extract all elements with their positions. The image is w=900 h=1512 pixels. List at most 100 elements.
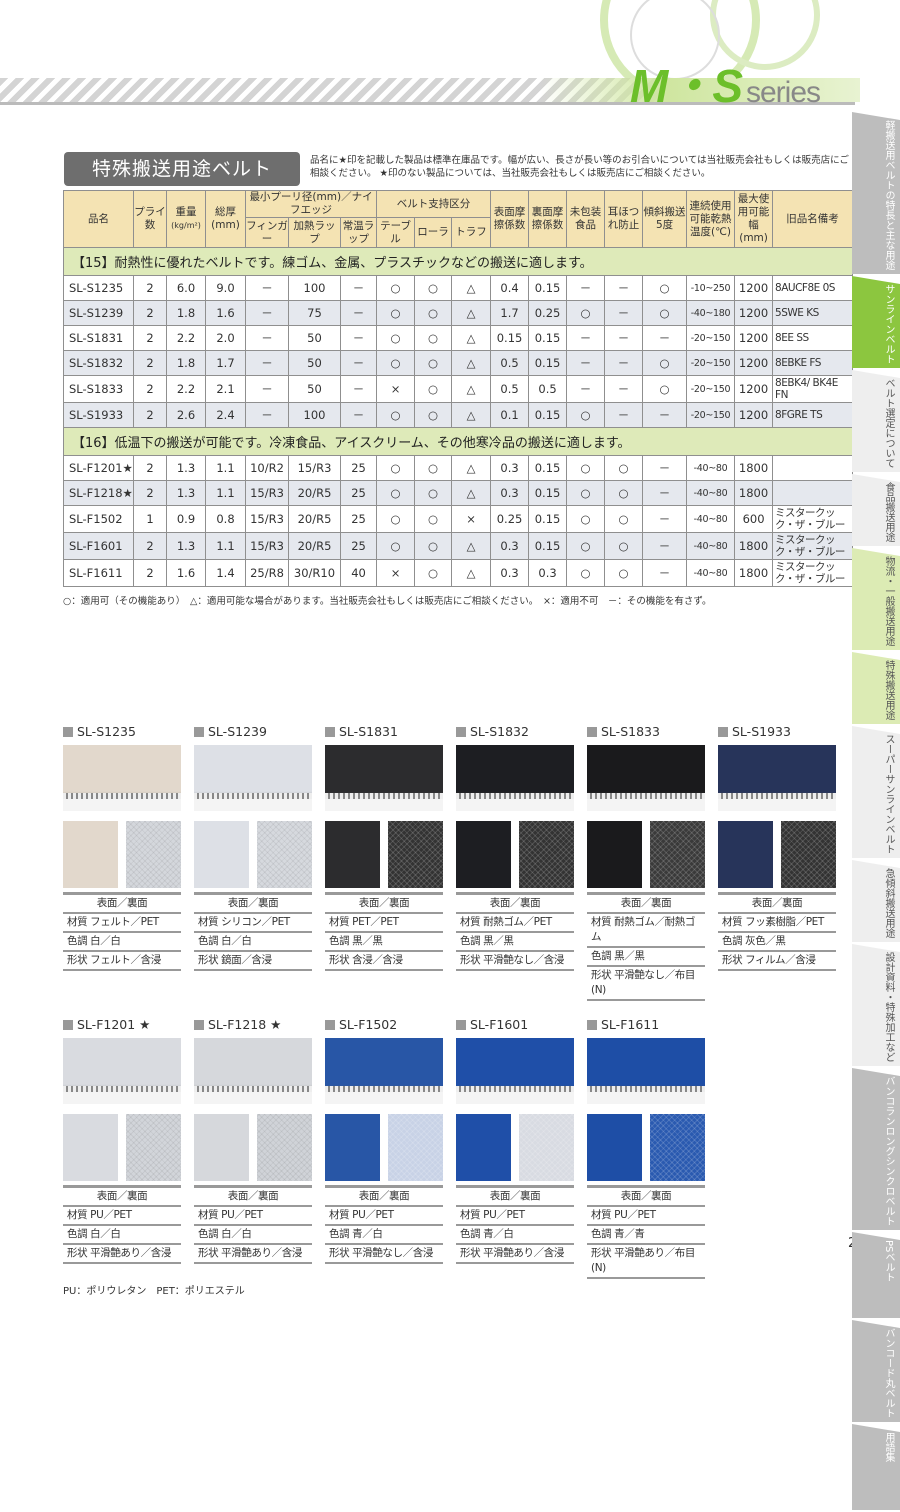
back-swatch (781, 821, 836, 888)
table-row: SL-S1833 2 2.2 2.1 － 50 － × ○ △ 0.5 0.5 －－ ○ -20~150 12… (63, 375, 854, 403)
cell: 1.7 (205, 350, 246, 376)
cell: 0.15 (528, 275, 568, 301)
cell: 50 (288, 350, 341, 376)
back-swatch (126, 1114, 181, 1181)
cell: － (566, 375, 606, 403)
cell: － (339, 275, 378, 301)
caption-header: 表面／裏面 (194, 1188, 312, 1207)
shape: 形状 フィルム／含浸 (718, 952, 836, 971)
cell: ○ (414, 455, 453, 481)
surface-swatch (63, 821, 118, 888)
product-name-text: SL-S1833 (601, 724, 660, 739)
back-swatch (257, 1114, 312, 1181)
logo-main: M・S (630, 60, 743, 112)
sidenav-tab[interactable]: 物流・一般搬送用途 (852, 548, 900, 650)
cell: △ (451, 325, 492, 351)
cell: 1800 (734, 455, 774, 481)
shape: 形状 平滑艶あり／含浸 (194, 1245, 312, 1264)
cell: 2 (133, 455, 167, 481)
sidenav-tab[interactable]: サンラインベルト (852, 276, 900, 368)
cell: － (245, 375, 289, 403)
cell: ○ (604, 559, 644, 587)
belt-cross-section-image (718, 745, 836, 811)
product-name: SL-F1502 (325, 1017, 443, 1033)
cell: × (376, 375, 416, 403)
product-name-text: SL-F1201 ★ (77, 1017, 151, 1032)
cell: ○ (414, 505, 453, 533)
product-name-text: SL-S1933 (732, 724, 791, 739)
cell: ○ (376, 480, 416, 506)
cell: 30/R10 (288, 559, 341, 587)
group-title: 【16】低温下の搬送が可能です。冷凍食品、アイスクリーム、その他寒冷品の搬送に適… (62, 427, 854, 456)
cell: － (339, 300, 378, 326)
col-ply: プライ数 (133, 190, 167, 248)
color-tone: 色調 黒／黒 (456, 933, 574, 952)
sidenav-tab[interactable]: 設計資料・特殊加工など (852, 944, 900, 1066)
sidenav-tab[interactable]: 軽搬送用ベルトの特長と主な用途 (852, 112, 900, 274)
product-card: SL-S1831 表面／裏面 材質 PET／PET 色調 黒／黒 形状 含浸／含… (325, 724, 443, 971)
sidenav-tab[interactable]: ベルト選定について (852, 370, 900, 472)
cell: － (604, 375, 644, 403)
cell: 1.1 (205, 480, 246, 506)
cell: － (566, 275, 606, 301)
product-name: SL-S1933 (718, 724, 836, 740)
table-section: 品名 プライ数 重量 (kg/m²) 総厚 (mm) 最小プーリ径(mm)／ナイフエ… (62, 190, 854, 608)
product-name: SL-F1611 (587, 1017, 705, 1033)
cell: △ (451, 455, 492, 481)
sidenav-tab[interactable]: PSベルト (852, 1232, 900, 1318)
cell: 2 (133, 300, 167, 326)
sidenav-tab[interactable]: バンコランロングシンクロベルト (852, 1068, 900, 1230)
sidenav-tab[interactable]: 用語集 (852, 1424, 900, 1510)
cell: － (339, 402, 378, 428)
sidenav-tab[interactable]: バンコード丸ベルト (852, 1320, 900, 1422)
belt-cross-section-image (587, 745, 705, 811)
cell: － (566, 350, 606, 376)
color-tone: 色調 青／白 (325, 1226, 443, 1245)
cell: 8EBKE FS (772, 350, 854, 376)
product-card: SL-S1239 表面／裏面 材質 シリコン／PET 色調 白／白 形状 鏡面／… (194, 724, 312, 971)
cell: 2 (133, 402, 167, 428)
cell: 8AUCF8E 0S (772, 275, 854, 301)
surface-swatch (718, 821, 773, 888)
cell: ○ (642, 375, 688, 403)
cell: ○ (376, 505, 416, 533)
belt-cross-section-image (194, 745, 312, 811)
cell: 1.8 (166, 350, 206, 376)
cell: 8EBK4/ BK4E FN (772, 375, 854, 403)
cell: SL-S1933 (63, 402, 134, 428)
cell: ○ (566, 559, 606, 587)
cell: 1200 (734, 350, 774, 376)
shape: 形状 平滑艶なし／布目(N) (587, 967, 705, 1001)
surface-swatch (194, 821, 249, 888)
cell (772, 480, 854, 506)
product-name-text: SL-S1239 (208, 724, 267, 739)
cell: 1.6 (205, 300, 246, 326)
bullet-square-icon (194, 727, 204, 737)
sidenav-tab[interactable]: スーパーサンラインベルト (852, 726, 900, 858)
cell: － (604, 300, 644, 326)
sidenav-tab[interactable]: 急傾斜搬送用途 (852, 860, 900, 942)
cell: － (604, 275, 644, 301)
sidenav-tab[interactable]: 特殊搬送用途 (852, 652, 900, 724)
thickness-label: 総厚 (215, 206, 236, 218)
caption-header: 表面／裏面 (325, 895, 443, 914)
product-gallery: SL-S1235 表面／裏面 材質 フェルト／PET 色調 白／白 形状 フェル… (63, 724, 843, 1298)
cell: 25 (339, 532, 378, 560)
cell: 2 (133, 375, 167, 403)
color-tone: 色調 白／白 (63, 1226, 181, 1245)
surface-swatch (456, 1114, 511, 1181)
cell: 50 (288, 325, 341, 351)
cell: × (451, 505, 492, 533)
cell: 0.5 (528, 375, 568, 403)
cell: 0.3 (490, 480, 530, 506)
cell: 1 (133, 505, 167, 533)
cell: -40~80 (686, 559, 736, 587)
cell: 1200 (734, 402, 774, 428)
bullet-square-icon (456, 1020, 466, 1030)
sidenav-tab[interactable]: 食品搬送用途 (852, 474, 900, 546)
cell: 2 (133, 350, 167, 376)
back-swatch (388, 1114, 443, 1181)
cell: SL-S1833 (63, 375, 134, 403)
table-legend: ○：適用可（その機能あり） △：適用可能な場合があります。当社販売会社もしくは販… (63, 596, 712, 607)
weight-label: 重量 (175, 206, 197, 218)
